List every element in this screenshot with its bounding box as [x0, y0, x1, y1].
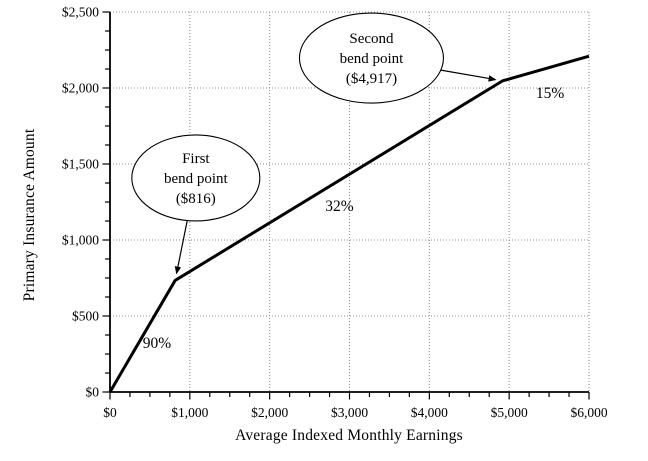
annotation-text-line: bend point	[164, 171, 229, 187]
x-tick-label: $0	[103, 405, 117, 420]
ticks	[102, 11, 590, 400]
annotation-text-line: Second	[349, 31, 394, 47]
annotation-text-line: ($4,917)	[346, 71, 397, 87]
annotation-text: Second bend point ($4,917)	[340, 31, 405, 87]
segment-rate-label: 90%	[143, 335, 172, 352]
tick-labels: $0 $1,000 $2,000 $3,000 $4,000 $5,000 $6,000 $0…	[62, 5, 608, 421]
annotation-arrowhead	[174, 266, 182, 275]
segment-rate-label: 32%	[325, 198, 354, 215]
annotation-text-line: bend point	[340, 51, 405, 67]
y-tick-label: $1,500	[62, 157, 99, 172]
y-tick-label: $2,000	[62, 81, 99, 96]
annotation-arrow-line	[176, 220, 188, 270]
bend-point-annotation: First bend point ($816)	[131, 134, 261, 275]
x-tick-label: $3,000	[331, 405, 368, 420]
y-tick-label: $500	[72, 309, 99, 324]
segment-rate-label: 15%	[536, 85, 565, 102]
x-tick-label: $2,000	[251, 405, 288, 420]
annotation-text: First bend point ($816)	[164, 151, 229, 207]
annotation-ellipse	[298, 12, 445, 104]
annotation-arrowhead	[488, 75, 497, 82]
annotation-ellipse	[131, 134, 261, 222]
y-tick-label: $1,000	[62, 233, 99, 248]
x-axis-title: Average Indexed Monthly Earnings	[235, 427, 463, 444]
x-tick-label: $6,000	[570, 405, 607, 420]
annotation-arrow-line	[440, 69, 492, 80]
y-tick-label: $0	[86, 385, 100, 400]
x-tick-label: $5,000	[491, 405, 528, 420]
annotation-text-line: ($816)	[176, 191, 216, 207]
pia-line	[108, 54, 590, 393]
x-tick-label: $1,000	[171, 405, 208, 420]
bend-point-annotation: Second bend point ($4,917)	[298, 12, 497, 104]
y-tick-label: $2,500	[62, 5, 99, 20]
x-tick-label: $4,000	[411, 405, 448, 420]
annotation-text-line: First	[182, 151, 210, 167]
